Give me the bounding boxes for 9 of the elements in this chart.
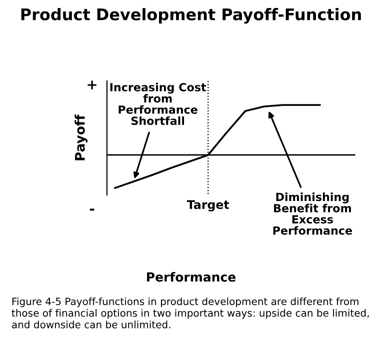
- text: +: [88, 80, 96, 90]
- text: Target: [186, 200, 230, 212]
- text: -: [90, 208, 94, 211]
- text: Diminishing Benefit from Excess Performance: [273, 192, 352, 235]
- caption: Figure 4-5 Payoff-functions in product development are different from those of financial options in two important ways: upside can be limited, and downside can be unlimited.: [12, 297, 369, 328]
- y-axis-title: Payoff: [74, 114, 88, 160]
- chart-title: Product Development Payoff-Function: [21, 8, 361, 24]
- annotation: Increasing Cost from Performance Shortfall: [110, 82, 206, 125]
- text: Performance: [147, 272, 236, 282]
